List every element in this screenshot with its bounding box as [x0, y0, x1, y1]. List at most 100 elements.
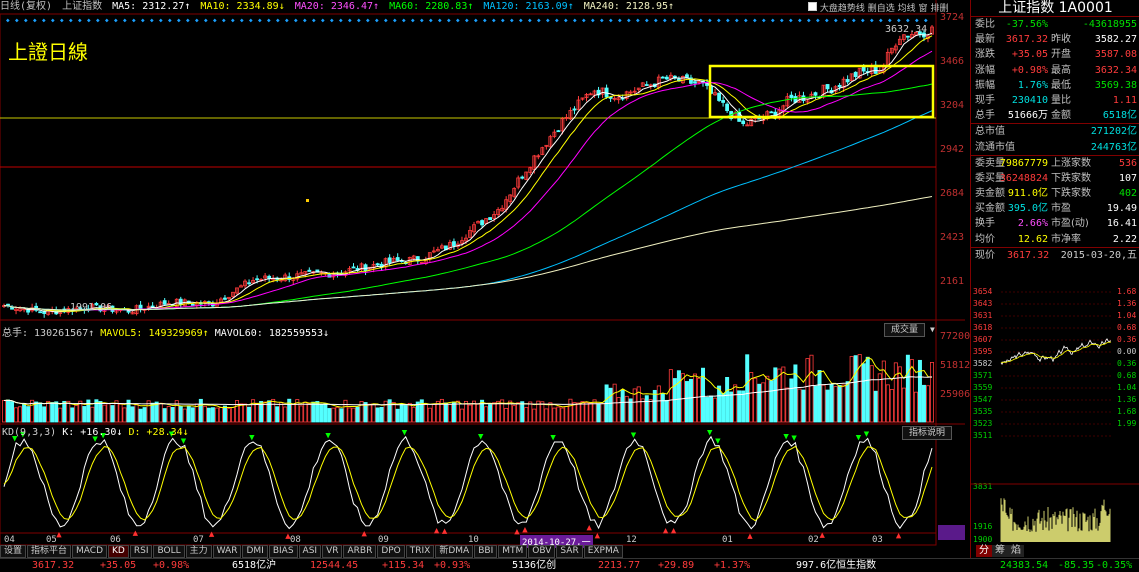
volume-bar — [78, 400, 83, 423]
volume-bar — [230, 406, 235, 423]
volume-bar — [126, 399, 131, 423]
ticker-item: 5136亿创 — [512, 560, 557, 571]
indicator-tab[interactable]: DMI — [242, 545, 268, 558]
volume-bar — [367, 403, 372, 423]
volume-bar — [476, 403, 481, 423]
candle-body — [448, 242, 452, 250]
kd-buy-arrow: ▲ — [133, 529, 139, 539]
intraday-tab[interactable]: 分 — [976, 545, 992, 557]
quote-row: 总市值 271202亿 — [971, 124, 1139, 139]
indicator-tab[interactable]: MTM — [498, 545, 528, 558]
volume-bar — [110, 405, 115, 423]
signal-dot: ◆ — [51, 17, 55, 24]
candle-body — [841, 78, 846, 89]
indicator-tab[interactable]: DPO — [377, 545, 405, 558]
candle-body — [785, 96, 790, 107]
candle-body — [263, 275, 268, 279]
candle-body — [648, 84, 653, 87]
signal-dot: ◆ — [798, 17, 802, 24]
candle-body — [588, 93, 593, 96]
intraday-tab[interactable]: 焰 — [1008, 545, 1024, 557]
remove-fav-control[interactable]: 删自选 — [867, 4, 895, 14]
candle-body — [347, 268, 352, 272]
volume-bar — [901, 387, 906, 423]
candle-body — [150, 305, 155, 308]
kline-chart[interactable]: ◆ ◆ ◆ ◆ ◆ ◆ ◆ ◆ ◆ ◆ ◆ ◆ ◆ ◆ ◆ ◆ ◆ ◆ ◆ ◆ ◆ ◆ ◆ ◆ ◆ ◆ ◆ ◆ ◆ ◆ ◆ ◆ ◆ ◆ ◆ ◆ ◆ ◆ ◆ ◆… — [0, 0, 965, 571]
quote-v: 1.76% — [1017, 79, 1048, 91]
signal-dot: ◆ — [843, 17, 847, 24]
signal-dot: ◆ — [294, 17, 298, 24]
volume-bar — [251, 399, 256, 423]
signal-dot: ◆ — [654, 17, 658, 24]
volume-bar — [98, 401, 103, 423]
intraday-tab[interactable]: 筹 — [992, 545, 1008, 557]
volume-bar — [271, 398, 276, 423]
ma-control[interactable]: 均线 — [897, 4, 916, 14]
trend-control[interactable]: 大盘趋势线 — [819, 4, 865, 14]
indicator-tab[interactable]: WAR — [212, 545, 242, 558]
volume-bar — [825, 389, 830, 423]
signal-dot: ◆ — [618, 17, 622, 24]
indicator-tab[interactable]: 主力 — [185, 545, 212, 558]
candle-body — [38, 311, 43, 314]
trend-checkbox-icon[interactable] — [808, 2, 817, 11]
volume-tick-label: 25906 — [940, 389, 971, 400]
candle-body — [544, 144, 549, 147]
volume-bar — [680, 373, 685, 423]
quote-v2: 244763亿 — [1090, 141, 1137, 153]
indicator-tab[interactable]: 指标平台 — [27, 545, 72, 558]
highlight-box — [708, 64, 935, 119]
indicator-tab[interactable]: MACD — [72, 545, 108, 558]
volume-bar — [656, 385, 661, 423]
indicator-help-button[interactable]: 指标说明 — [902, 426, 953, 440]
signal-dot: ◆ — [888, 17, 892, 24]
overlay-title: 上證日線 — [8, 40, 88, 64]
mini-right-label: 0.36 — [1117, 335, 1136, 344]
indicator-tab[interactable]: BIAS — [268, 545, 298, 558]
signal-dot: ◆ — [735, 17, 739, 24]
indicator-tab[interactable]: ASI — [298, 545, 322, 558]
volume-bar — [419, 399, 424, 423]
intraday-price-line — [1000, 338, 1112, 366]
signal-dot: ◆ — [393, 17, 397, 24]
signal-dot: ◆ — [411, 17, 415, 24]
candle-body — [821, 84, 826, 98]
indicator-tab[interactable]: RSI — [129, 545, 153, 558]
volume-bar — [676, 370, 681, 423]
chart-area[interactable]: ◆ ◆ ◆ ◆ ◆ ◆ ◆ ◆ ◆ ◆ ◆ ◆ ◆ ◆ ◆ ◆ ◆ ◆ ◆ ◆ ◆ ◆ ◆ ◆ ◆ ◆ ◆ ◆ ◆ ◆ ◆ ◆ ◆ ◆ ◆ ◆ ◆ ◆ ◆ ◆… — [0, 0, 970, 571]
indicator-tab[interactable]: ARBR — [343, 545, 377, 558]
indicator-tab[interactable]: EXPMA — [583, 545, 623, 558]
indicator-tab[interactable]: OBV — [528, 545, 556, 558]
volume-bar — [339, 408, 344, 423]
candle-body — [612, 97, 617, 100]
volume-bar — [664, 399, 669, 423]
volume-bar — [608, 387, 613, 423]
window-control[interactable]: 窗 — [918, 4, 928, 14]
volume-bar — [725, 377, 730, 423]
indicator-tab[interactable]: BBI — [474, 545, 498, 558]
indicator-tab[interactable]: TRIX — [405, 545, 435, 558]
indicator-tab[interactable]: VR — [322, 545, 343, 558]
volume-button[interactable]: 成交量 — [884, 323, 926, 337]
indicator-tab[interactable]: BOLL — [153, 545, 185, 558]
volume-bar — [568, 398, 573, 423]
signal-dot: ◆ — [807, 17, 811, 24]
volume-bar — [243, 403, 248, 423]
mini-left-label: 1900 — [973, 535, 992, 544]
ticker-item: -0.35% — [1096, 560, 1133, 571]
signal-dot: ◆ — [258, 17, 262, 24]
signal-dot: ◆ — [6, 17, 10, 24]
indicator-tab[interactable]: SAR — [556, 545, 583, 558]
intraday-chart[interactable]: 3654 3643 3631 3618 3607 3595 3582 3571 3559 3547… — [971, 284, 1139, 546]
indicator-tab[interactable]: KD — [108, 545, 129, 558]
indicator-tab[interactable]: 设置 — [0, 545, 27, 558]
candle-body — [452, 241, 456, 247]
signal-dot: ◆ — [114, 17, 118, 24]
candle-body — [584, 94, 589, 99]
indicator-tab[interactable]: 新DMA — [435, 545, 474, 558]
sort-control[interactable]: 排删 — [930, 4, 949, 14]
mode-label[interactable]: 日线(复权) — [0, 1, 53, 12]
volume-bar — [817, 370, 822, 423]
signal-dot: ◆ — [825, 17, 829, 24]
volume-dropdown-icon[interactable]: ▼ — [930, 325, 935, 334]
